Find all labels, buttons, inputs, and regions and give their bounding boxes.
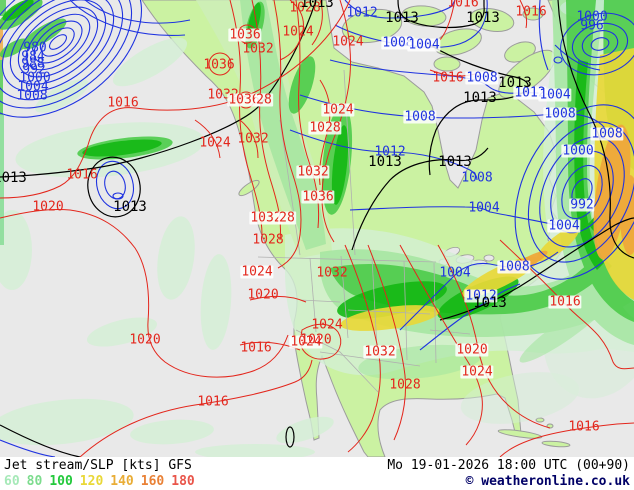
legend-scale-value: 160 <box>140 474 165 489</box>
footer-copyright: © weatheronline.co.uk <box>465 474 630 489</box>
legend-scale-value: 80 <box>26 474 43 489</box>
legend-scale-value: 180 <box>171 474 195 489</box>
footer-bar: Jet stream/SLP [kts] GFS Mo 19-01-2026 1… <box>0 457 634 490</box>
footer-datetime: Mo 19-01-2026 18:00 UTC (00+90) <box>387 458 630 473</box>
legend-scale-value: 100 <box>49 474 73 489</box>
legend-scale: 60 80 100 120 140 160 180 <box>4 474 202 489</box>
map-canvas <box>0 0 634 457</box>
weather-map: 1028 1024 1036 1032 1036 1032 1036 28 1024 1028 10… <box>0 0 634 457</box>
isobars-blue <box>0 0 634 457</box>
legend-title: Jet stream/SLP [kts] GFS <box>4 458 192 473</box>
legend-scale-value: 120 <box>79 474 104 489</box>
legend-scale-value: 140 <box>110 474 134 489</box>
legend-scale-value: 60 <box>4 474 20 489</box>
